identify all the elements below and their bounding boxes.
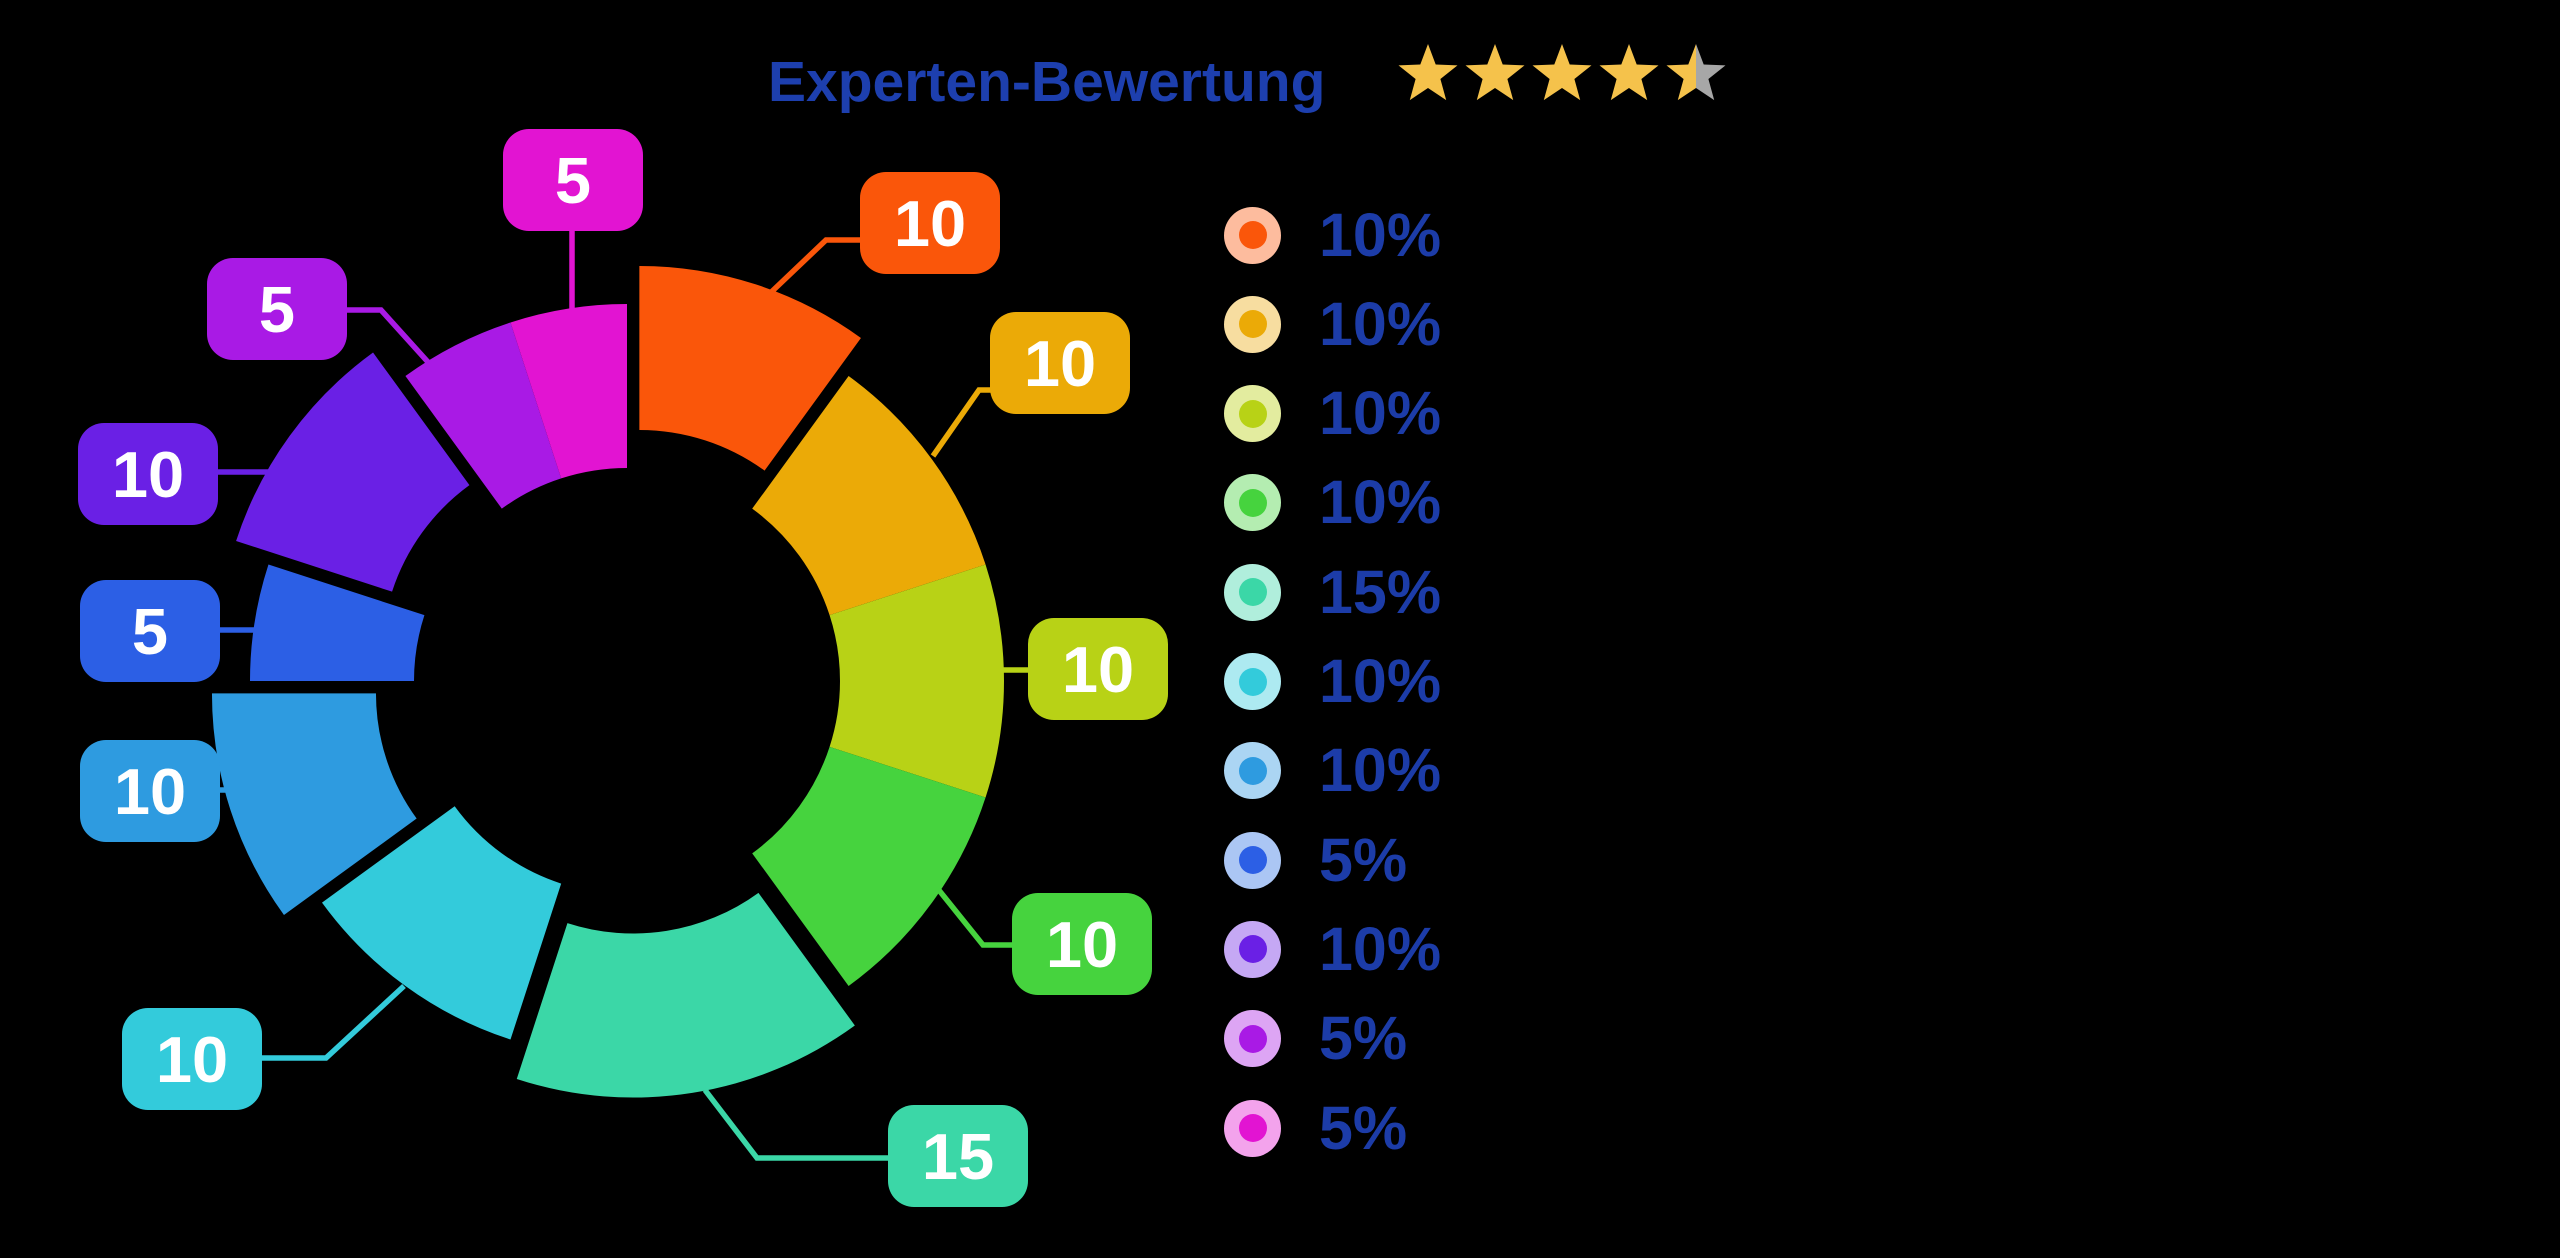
legend-marker-icon (1224, 653, 1281, 710)
legend-dot-icon (1238, 846, 1267, 875)
legend-dot-icon (1238, 310, 1267, 339)
callout-value: 5 (258, 272, 296, 346)
star-half-icon (1666, 44, 1726, 101)
legend-marker-icon (1224, 563, 1281, 621)
legend-dot-icon (1238, 935, 1267, 964)
callout-value: 10 (1023, 326, 1097, 400)
legend-item-6: 10% (1224, 736, 1442, 805)
pie-segment-3 (752, 746, 986, 986)
pie-segment-1 (752, 376, 986, 616)
legend-item-10: 5% (1224, 1093, 1408, 1162)
pie-segment-10 (510, 304, 627, 479)
legend-dot-icon (1238, 578, 1267, 607)
callout-line-3 (931, 882, 1014, 948)
legend-label: 5% (1319, 1004, 1408, 1073)
callout-value: 15 (921, 1119, 995, 1193)
callout-label-3: 10 (1012, 893, 1152, 995)
legend-item-9: 5% (1224, 1004, 1408, 1073)
chart-title: Experten-Bewertung (768, 50, 1326, 114)
legend-item-4: 15% (1224, 557, 1442, 626)
legend-marker-icon (1224, 831, 1281, 889)
callout-line-4 (702, 1088, 890, 1161)
legend-dot-icon (1238, 1114, 1267, 1142)
pie-segment-0 (639, 265, 861, 471)
pie-segment-7 (250, 564, 425, 681)
legend-label: 10% (1319, 289, 1442, 358)
legend-marker-icon (1224, 474, 1281, 532)
legend-label: 10% (1319, 200, 1442, 269)
callout-value: 10 (893, 186, 967, 260)
legend-marker-icon (1224, 1099, 1281, 1157)
legend-item-3: 10% (1224, 468, 1442, 537)
callout-value: 5 (554, 143, 592, 217)
legend-label: 10% (1319, 379, 1442, 448)
callout-label-5: 10 (122, 1008, 262, 1110)
callout-value: 10 (113, 754, 187, 828)
legend-marker-icon (1224, 385, 1281, 443)
legend-dot-icon (1238, 667, 1267, 696)
legend-item-0: 10% (1224, 200, 1442, 269)
callout-value: 10 (155, 1022, 229, 1096)
pie-segment-4 (516, 892, 855, 1098)
legend-dot-icon (1238, 1024, 1267, 1053)
star-full-icon (1532, 44, 1592, 101)
callout-label-0: 10 (860, 172, 1000, 274)
callout-label-8: 10 (78, 423, 218, 525)
star-full-icon (1599, 44, 1659, 101)
callout-label-6: 10 (80, 740, 220, 842)
legend-marker-icon (1224, 742, 1281, 800)
star-full-icon (1398, 44, 1458, 101)
legend-marker-icon (1224, 1010, 1281, 1068)
legend-item-5: 10% (1224, 647, 1442, 715)
star-full-icon (1465, 44, 1525, 101)
legend-dot-icon (1238, 399, 1267, 428)
callout-label-2: 10 (1028, 618, 1168, 720)
legend-dot-icon (1238, 221, 1267, 249)
pie-segment-2 (829, 564, 1004, 798)
callout-value: 10 (1061, 632, 1135, 706)
callout-label-1: 10 (990, 312, 1130, 414)
callout-label-4: 15 (888, 1105, 1028, 1207)
callout-label-10: 5 (503, 129, 643, 231)
callout-line-1 (930, 387, 992, 458)
pie-segment-8 (236, 352, 470, 592)
legend-item-8: 10% (1224, 914, 1442, 983)
legend-label: 15% (1319, 557, 1442, 626)
callout-label-9: 5 (207, 258, 347, 360)
legend-item-7: 5% (1224, 825, 1408, 894)
legend-label: 10% (1319, 468, 1442, 537)
callout-value: 5 (131, 594, 169, 668)
legend-label: 10% (1319, 914, 1442, 983)
callout-line-5 (260, 983, 406, 1061)
pie-segment-9 (405, 322, 562, 509)
legend-item-1: 10% (1224, 289, 1442, 358)
callout-label-7: 5 (80, 580, 220, 682)
legend-marker-icon (1224, 206, 1281, 264)
legend-label: 10% (1319, 736, 1442, 805)
legend-dot-icon (1238, 756, 1267, 785)
legend-label: 5% (1319, 825, 1408, 894)
legend-item-2: 10% (1224, 379, 1442, 448)
legend-label: 10% (1319, 647, 1442, 715)
pie-segment-6 (211, 693, 417, 915)
pie-segment-5 (322, 806, 562, 1040)
legend-marker-icon (1224, 295, 1281, 353)
legend-label: 5% (1319, 1093, 1408, 1162)
callout-value: 10 (111, 437, 185, 511)
callout-value: 10 (1045, 907, 1119, 981)
legend-dot-icon (1238, 488, 1267, 517)
legend-marker-icon (1224, 920, 1281, 978)
